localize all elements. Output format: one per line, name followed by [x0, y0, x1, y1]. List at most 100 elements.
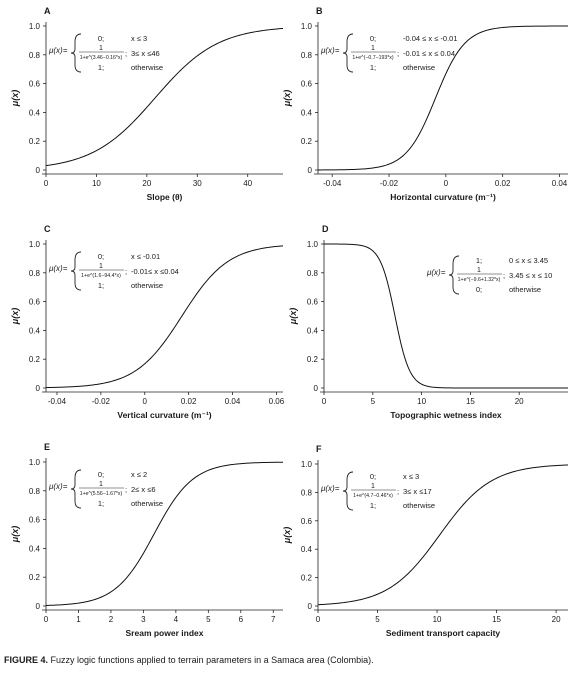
- x-axis-label: Vertical curvature (m⁻¹): [117, 410, 211, 420]
- x-tick-label: 10: [417, 397, 426, 406]
- y-tick-label: 0.8: [29, 487, 41, 496]
- equation-brace: [70, 251, 82, 291]
- panel-letter: B: [316, 6, 323, 16]
- x-tick-label: 30: [193, 179, 202, 188]
- case-condition: 2≤ x ≤6: [131, 485, 156, 494]
- y-tick-label: 0.6: [29, 80, 41, 89]
- x-axis-label: Sediment transport capacity: [386, 628, 501, 638]
- case-value: 1;: [370, 63, 376, 72]
- x-tick-label: 0.04: [552, 179, 568, 188]
- x-tick-label: 0.02: [495, 179, 511, 188]
- case-condition: x ≤ 2: [131, 470, 147, 479]
- x-tick-label: 40: [243, 179, 252, 188]
- x-tick-label: 0.02: [181, 397, 197, 406]
- case-condition: otherwise: [509, 285, 541, 294]
- fuzzy-curve: [324, 243, 568, 389]
- y-tick-label: 0.4: [307, 326, 319, 335]
- equation-lhs: μ(x)=: [320, 484, 340, 493]
- fuzzy-curve: [45, 245, 284, 389]
- y-tick-label: 0.4: [29, 326, 41, 335]
- fraction-numerator: 1: [371, 45, 375, 52]
- y-axis-label: μ(x): [282, 527, 292, 544]
- case-condition: otherwise: [131, 63, 163, 72]
- case-condition: otherwise: [131, 499, 163, 508]
- fuzzy-curve: [318, 25, 568, 171]
- y-tick-label: 0.2: [307, 355, 319, 364]
- case-condition: x ≤ -0.01: [131, 252, 160, 261]
- x-tick-label: 0: [316, 615, 321, 624]
- x-tick-label: 20: [515, 397, 524, 406]
- fraction-numerator: 1: [99, 481, 103, 488]
- case-condition: -0.04 ≤ x ≤ -0.01: [403, 34, 458, 43]
- fuzzy-curve: [45, 461, 284, 606]
- figure-caption: FIGURE 4. Fuzzy logic functions applied …: [4, 655, 574, 665]
- y-tick-label: 1.0: [29, 458, 41, 467]
- y-tick-label: 0.6: [301, 517, 313, 526]
- fraction-denominator: 1+e^(−0.7−193*x): [352, 55, 393, 61]
- y-tick-label: 1.0: [307, 240, 319, 249]
- equation-lhs: μ(x)=: [48, 46, 68, 55]
- x-tick-label: 10: [92, 179, 101, 188]
- equation-brace: [70, 33, 82, 73]
- x-tick-label: 2: [109, 615, 114, 624]
- case-condition: otherwise: [131, 281, 163, 290]
- fuzzy-curve: [317, 464, 569, 606]
- y-axis-label: μ(x): [10, 308, 20, 325]
- y-tick-label: 0: [36, 602, 41, 611]
- case-value: ;: [397, 487, 399, 496]
- y-tick-label: 1.0: [29, 240, 41, 249]
- y-tick-label: 0.2: [301, 574, 313, 583]
- panel-letter: C: [44, 224, 51, 234]
- equation-brace: [448, 255, 460, 295]
- x-tick-label: 0: [44, 179, 49, 188]
- fraction-numerator: 1: [477, 267, 481, 274]
- case-value: ;: [503, 271, 505, 280]
- x-tick-label: 0.06: [269, 397, 285, 406]
- x-axis-label: Sream power index: [126, 628, 204, 638]
- case-value: 0;: [370, 34, 376, 43]
- caption-label: FIGURE 4.: [4, 655, 49, 665]
- chart-panel-e: E 0 0.2 0.4 0.6 0.8 1.0 0 1 2 3 4 5 6 7 Sream power ind…: [10, 442, 284, 638]
- equation-block: μ(x)= 1; 0 ≤ x ≤ 3.45 1 1+e^(−9.6+1.32*x); 3.…: [426, 255, 552, 295]
- fraction-denominator: 1+e^(−9.6+1.32*x): [458, 277, 501, 283]
- equation-lhs: μ(x)=: [426, 268, 446, 277]
- y-tick-label: 0: [314, 384, 319, 393]
- x-tick-label: 20: [552, 615, 561, 624]
- equation-lhs: μ(x)=: [320, 46, 340, 55]
- y-tick-label: 1.0: [301, 460, 313, 469]
- y-tick-label: 0.8: [301, 51, 313, 60]
- x-tick-label: 0: [143, 397, 148, 406]
- y-tick-label: 0.8: [29, 51, 41, 60]
- equation-brace: [342, 471, 354, 511]
- caption-text: Fuzzy logic functions applied to terrain…: [50, 655, 374, 665]
- fraction-numerator: 1: [371, 483, 375, 490]
- x-axis-label: Slope (θ): [147, 192, 183, 202]
- equation-brace: [70, 469, 82, 509]
- y-tick-label: 1.0: [29, 22, 41, 31]
- fraction-numerator: 1: [99, 263, 103, 270]
- case-value: 1;: [370, 501, 376, 510]
- fraction-denominator: 1+e^(4.7−0.46*x): [353, 493, 393, 499]
- x-tick-label: 0.04: [225, 397, 241, 406]
- y-tick-label: 0.2: [29, 573, 41, 582]
- y-tick-label: 0.6: [29, 516, 41, 525]
- case-condition: x ≤ 3: [131, 34, 147, 43]
- y-axis-label: μ(x): [282, 90, 292, 107]
- case-value: ;: [125, 267, 127, 276]
- x-tick-label: 4: [174, 615, 179, 624]
- case-condition: 0 ≤ x ≤ 3.45: [509, 256, 548, 265]
- fraction-denominator: 1+e^(3.46−0.16*x): [80, 55, 123, 61]
- y-axis-label: μ(x): [288, 308, 298, 325]
- case-value: 0;: [370, 472, 376, 481]
- y-axis-label: μ(x): [10, 90, 20, 107]
- x-tick-label: 20: [142, 179, 151, 188]
- case-value: 1;: [98, 281, 104, 290]
- case-condition: 3≤ x ≤46: [131, 49, 160, 58]
- y-tick-label: 0.8: [307, 269, 319, 278]
- y-tick-label: 0.4: [29, 108, 41, 117]
- x-tick-label: 7: [271, 615, 276, 624]
- y-tick-label: 0.6: [301, 80, 313, 89]
- equation-block: μ(x)= 0; x ≤ 2 1 1+e^(5.56−1.67*x); 2≤ x ≤6 1;…: [48, 469, 163, 509]
